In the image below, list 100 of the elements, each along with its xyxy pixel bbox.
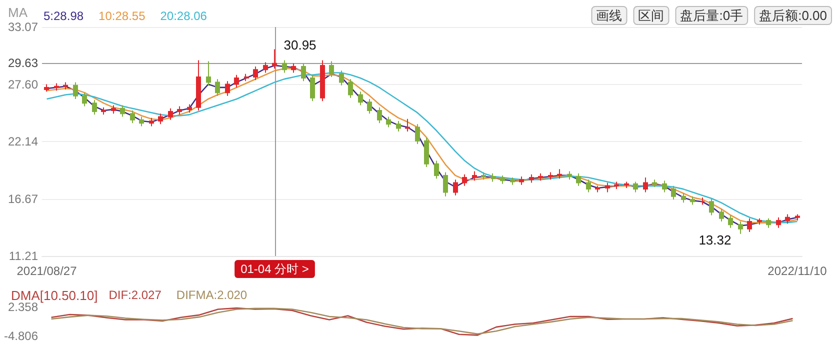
candlestick	[415, 124, 420, 145]
candlestick	[462, 174, 467, 186]
candlestick	[500, 174, 505, 184]
candlestick	[766, 218, 771, 228]
candlestick	[453, 179, 458, 196]
candlestick	[624, 181, 629, 189]
candlestick	[443, 172, 448, 197]
y-tick-label: 11.21	[8, 249, 38, 263]
candlestick	[747, 218, 752, 233]
candlestick	[424, 137, 429, 168]
candlestick	[329, 60, 334, 78]
candlestick	[149, 117, 154, 127]
candlestick	[595, 185, 600, 193]
candlestick	[690, 196, 695, 206]
candlestick	[567, 170, 572, 180]
candlestick	[633, 181, 638, 193]
candlestick	[576, 172, 581, 186]
candlestick	[196, 60, 201, 111]
candlestick	[481, 172, 486, 180]
y-tick-label: -4.806	[4, 329, 38, 343]
candlestick	[73, 82, 78, 100]
y-tick-label: 33.07	[8, 20, 38, 34]
candlestick	[130, 110, 135, 124]
candlestick	[44, 84, 49, 92]
candlestick	[54, 82, 59, 92]
candlestick	[320, 60, 325, 102]
candlestick	[700, 196, 705, 206]
candlestick	[386, 116, 391, 128]
y-tick-label: 16.67	[8, 192, 38, 206]
candlestick	[652, 179, 657, 188]
candlestick	[358, 91, 363, 106]
candlestick	[662, 180, 667, 193]
x-tick-label: 2022/11/10	[768, 264, 828, 278]
candlestick	[776, 216, 781, 228]
candlestick	[709, 198, 714, 216]
y-tick-label: 2.358	[8, 300, 38, 314]
candlestick	[63, 82, 68, 90]
candlestick	[168, 108, 173, 120]
annotation: 30.95	[284, 38, 316, 53]
series-label: DIFMA:2.020	[176, 288, 248, 302]
candlestick	[158, 113, 163, 125]
y-tick-label: 27.60	[8, 77, 38, 92]
candlestick	[586, 179, 591, 193]
candlestick	[187, 104, 192, 114]
legend-title: MA	[8, 5, 28, 20]
candlestick	[215, 78, 220, 96]
candlestick	[101, 106, 106, 116]
annotation: 13.32	[698, 232, 732, 248]
candlestick	[671, 185, 676, 200]
text: 盘后额:0.00	[759, 8, 828, 23]
candlestick	[614, 181, 619, 190]
candlestick	[728, 214, 733, 228]
text: 5:28.98	[44, 9, 84, 23]
candlestick	[491, 172, 496, 182]
candlestick	[519, 176, 524, 186]
x-tick-label: 2021/08/27	[16, 264, 78, 278]
candlestick	[120, 104, 125, 118]
series-label: DIF:2.027	[108, 288, 162, 302]
candlestick	[272, 48, 277, 70]
candlestick	[548, 172, 553, 180]
candlestick	[529, 174, 534, 184]
candlestick	[263, 62, 268, 74]
candlestick	[92, 100, 97, 116]
candlestick	[605, 182, 610, 193]
candlestick	[643, 177, 648, 193]
candlestick	[301, 62, 306, 82]
candlestick	[282, 60, 287, 74]
candlestick	[538, 172, 543, 182]
text: 画线	[596, 8, 622, 23]
candlestick	[785, 214, 790, 224]
candlestick	[795, 214, 800, 221]
candlestick	[253, 66, 258, 81]
candlestick	[719, 208, 724, 222]
ref-line-label: 29.63	[8, 56, 38, 70]
candlestick	[291, 62, 296, 74]
candlestick	[396, 120, 401, 132]
chart-title: DMA[10.50.10]	[11, 288, 98, 303]
text: 10:28.55	[98, 9, 146, 23]
candlestick	[472, 170, 477, 182]
candlestick	[681, 192, 686, 204]
candlestick	[510, 177, 515, 186]
candlestick	[738, 221, 743, 234]
candlestick	[367, 98, 372, 114]
candlestick	[139, 116, 144, 127]
candlestick	[111, 104, 116, 114]
candlestick	[557, 168, 562, 180]
y-tick-label: 22.14	[8, 134, 38, 148]
text: 20:28.06	[160, 9, 208, 23]
candlestick	[339, 70, 344, 86]
candlestick	[405, 118, 410, 132]
candlestick	[434, 160, 439, 180]
candlestick	[177, 106, 182, 116]
text: 盘后量:0手	[680, 8, 744, 23]
candlestick	[234, 74, 239, 88]
candlestick	[244, 73, 249, 82]
candlestick	[82, 92, 87, 107]
text: 01-04 分时 >	[240, 262, 309, 276]
candlestick	[348, 78, 353, 98]
candlestick	[310, 74, 315, 102]
candlestick	[206, 60, 211, 86]
